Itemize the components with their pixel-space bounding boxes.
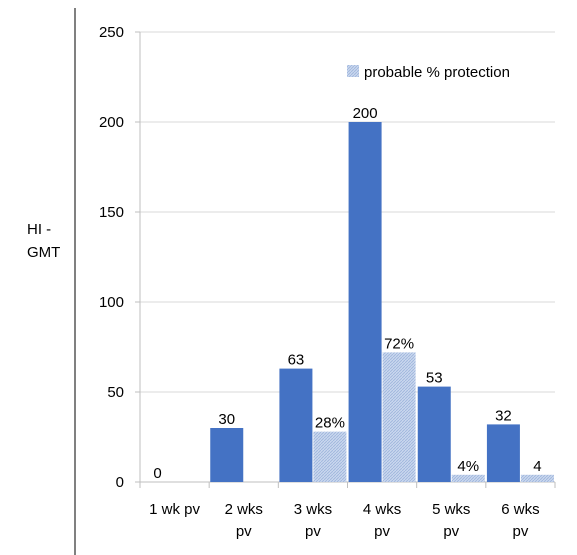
x-tick-label: pv [374,523,390,540]
y-tick-label: 250 [99,24,124,41]
data-label: 200 [353,105,378,122]
x-tick-label: pv [512,523,528,540]
x-tick-label: 5 wks [432,501,470,518]
data-label: 4 [533,458,541,475]
x-tick-label: pv [236,523,252,540]
bar-series-1 [486,424,520,482]
data-label: 0 [153,465,161,482]
y-axis-label-line-1: HI - [27,221,52,238]
y-tick-label: 0 [116,474,124,491]
x-tick-label: pv [443,523,459,540]
data-label: 32 [495,407,512,424]
bar-series-1 [210,428,244,482]
bar-series-1 [279,368,313,482]
x-tick-label: 4 wks [363,501,401,518]
data-label: 63 [288,352,305,369]
bar-series-2 [451,474,485,482]
bar-series-1 [417,386,451,482]
x-tick-label: 6 wks [501,501,539,518]
y-tick-label: 200 [99,114,124,131]
bar-series-1 [348,122,382,482]
data-label: 72% [384,335,414,352]
x-tick-label: 3 wks [294,501,332,518]
legend-label: probable % protection [364,64,510,81]
bar-series-2 [382,352,416,482]
x-tick-label: 2 wks [225,501,263,518]
y-tick-label: 150 [99,204,124,221]
x-tick-label: 1 wk pv [149,501,200,518]
x-tick-label: pv [305,523,321,540]
bar-series-2 [313,431,347,482]
y-axis-label-line-2: GMT [27,244,61,261]
data-label: 30 [218,411,235,428]
legend-swatch [347,65,359,77]
data-label: 28% [315,415,345,432]
y-tick-label: 50 [107,384,124,401]
bar-series-2 [520,474,554,482]
data-label: 53 [426,370,443,387]
data-label: 4% [457,458,479,475]
y-tick-label: 100 [99,294,124,311]
